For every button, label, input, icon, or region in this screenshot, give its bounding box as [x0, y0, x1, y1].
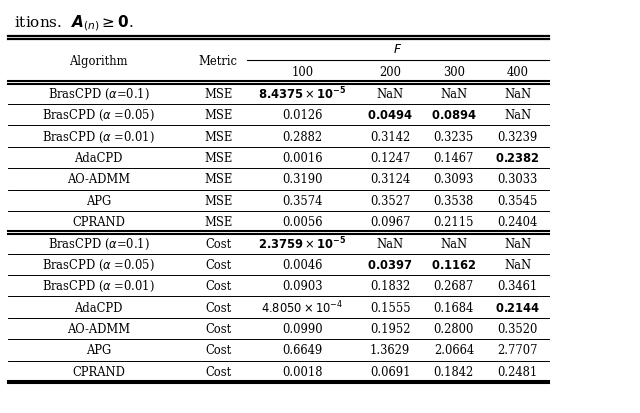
Text: $\mathbf{0.2144}$: $\mathbf{0.2144}$: [495, 301, 540, 314]
Text: 200: 200: [379, 66, 401, 78]
Text: 0.0056: 0.0056: [282, 216, 323, 228]
Text: Cost: Cost: [205, 258, 231, 271]
Text: NaN: NaN: [376, 237, 404, 250]
Text: 0.3093: 0.3093: [434, 173, 474, 186]
Text: MSE: MSE: [204, 88, 232, 101]
Text: 0.2481: 0.2481: [497, 365, 538, 378]
Text: BrasCPD ($\alpha$ =0.01): BrasCPD ($\alpha$ =0.01): [42, 129, 155, 144]
Text: 300: 300: [443, 66, 465, 78]
Text: 0.2687: 0.2687: [434, 280, 474, 292]
Text: MSE: MSE: [204, 173, 232, 186]
Text: NaN: NaN: [504, 109, 531, 122]
Text: Algorithm: Algorithm: [69, 55, 128, 67]
Text: AdaCPD: AdaCPD: [74, 301, 123, 314]
Text: Metric: Metric: [198, 55, 237, 67]
Text: NaN: NaN: [504, 237, 531, 250]
Text: 0.3142: 0.3142: [370, 130, 410, 143]
Text: $\mathbf{0.0397}$: $\mathbf{0.0397}$: [367, 258, 413, 271]
Text: MSE: MSE: [204, 152, 232, 164]
Text: MSE: MSE: [204, 194, 232, 207]
Text: 0.0967: 0.0967: [370, 216, 410, 228]
Text: Cost: Cost: [205, 237, 231, 250]
Text: CPRAND: CPRAND: [72, 365, 125, 378]
Text: $\mathbf{0.0894}$: $\mathbf{0.0894}$: [431, 109, 477, 122]
Text: 0.3033: 0.3033: [497, 173, 538, 186]
Text: APG: APG: [86, 194, 111, 207]
Text: $\it{F}$: $\it{F}$: [394, 43, 403, 56]
Text: AO-ADMM: AO-ADMM: [67, 173, 130, 186]
Text: 0.0990: 0.0990: [282, 322, 323, 335]
Text: NaN: NaN: [504, 258, 531, 271]
Text: BrasCPD ($\alpha$ =0.05): BrasCPD ($\alpha$ =0.05): [42, 257, 155, 272]
Text: BrasCPD ($\alpha$=0.1): BrasCPD ($\alpha$=0.1): [48, 236, 149, 251]
Text: 0.3124: 0.3124: [370, 173, 410, 186]
Text: APG: APG: [86, 344, 111, 356]
Text: 0.3239: 0.3239: [497, 130, 538, 143]
Text: 0.3520: 0.3520: [497, 322, 538, 335]
Text: 0.1555: 0.1555: [370, 301, 410, 314]
Text: 0.3461: 0.3461: [497, 280, 538, 292]
Text: AO-ADMM: AO-ADMM: [67, 322, 130, 335]
Text: 0.2115: 0.2115: [433, 216, 474, 228]
Text: Cost: Cost: [205, 322, 231, 335]
Text: 0.6649: 0.6649: [282, 344, 323, 356]
Text: BrasCPD ($\alpha$ =0.05): BrasCPD ($\alpha$ =0.05): [42, 108, 155, 123]
Text: 0.0691: 0.0691: [370, 365, 410, 378]
Text: 2.0664: 2.0664: [434, 344, 474, 356]
Text: 0.1467: 0.1467: [434, 152, 474, 164]
Text: 0.3538: 0.3538: [434, 194, 474, 207]
Text: $\mathbf{0.1162}$: $\mathbf{0.1162}$: [431, 258, 477, 271]
Text: 2.7707: 2.7707: [497, 344, 538, 356]
Text: NaN: NaN: [376, 88, 404, 101]
Text: AdaCPD: AdaCPD: [74, 152, 123, 164]
Text: MSE: MSE: [204, 130, 232, 143]
Text: Cost: Cost: [205, 301, 231, 314]
Text: NaN: NaN: [440, 237, 467, 250]
Text: 0.3235: 0.3235: [434, 130, 474, 143]
Text: 0.3190: 0.3190: [282, 173, 323, 186]
Text: $\mathbf{8.4375} \times \mathbf{10^{-5}}$: $\mathbf{8.4375} \times \mathbf{10^{-5}}…: [259, 86, 347, 102]
Text: 0.0046: 0.0046: [282, 258, 323, 271]
Text: CPRAND: CPRAND: [72, 216, 125, 228]
Text: 0.1952: 0.1952: [370, 322, 410, 335]
Text: MSE: MSE: [204, 109, 232, 122]
Text: 0.3527: 0.3527: [370, 194, 410, 207]
Text: 0.2800: 0.2800: [434, 322, 474, 335]
Text: 0.0018: 0.0018: [282, 365, 323, 378]
Text: BrasCPD ($\alpha$ =0.01): BrasCPD ($\alpha$ =0.01): [42, 278, 155, 294]
Text: 1.3629: 1.3629: [370, 344, 410, 356]
Text: $\mathbf{2.3759} \times \mathbf{10^{-5}}$: $\mathbf{2.3759} \times \mathbf{10^{-5}}…: [259, 235, 347, 252]
Text: 0.1842: 0.1842: [434, 365, 474, 378]
Text: 0.0126: 0.0126: [282, 109, 323, 122]
Text: 0.2404: 0.2404: [497, 216, 538, 228]
Text: Cost: Cost: [205, 344, 231, 356]
Text: Cost: Cost: [205, 280, 231, 292]
Text: 0.0016: 0.0016: [282, 152, 323, 164]
Text: 0.2882: 0.2882: [282, 130, 323, 143]
Text: itions.  $\boldsymbol{A}_{(n)} \geq \boldsymbol{0}$.: itions. $\boldsymbol{A}_{(n)} \geq \bold…: [14, 14, 134, 33]
Text: MSE: MSE: [204, 216, 232, 228]
Text: $4.8050 \times 10^{-4}$: $4.8050 \times 10^{-4}$: [261, 299, 344, 316]
Text: NaN: NaN: [440, 88, 467, 101]
Text: 0.1247: 0.1247: [370, 152, 410, 164]
Text: BrasCPD ($\alpha$=0.1): BrasCPD ($\alpha$=0.1): [48, 87, 149, 102]
Text: NaN: NaN: [504, 88, 531, 101]
Text: Cost: Cost: [205, 365, 231, 378]
Text: 0.0903: 0.0903: [282, 280, 323, 292]
Text: $\mathbf{0.0494}$: $\mathbf{0.0494}$: [367, 109, 413, 122]
Text: 0.1684: 0.1684: [434, 301, 474, 314]
Text: 100: 100: [291, 66, 314, 78]
Text: $\mathbf{0.2382}$: $\mathbf{0.2382}$: [495, 152, 540, 164]
Text: 0.3545: 0.3545: [497, 194, 538, 207]
Text: 0.3574: 0.3574: [282, 194, 323, 207]
Text: 400: 400: [506, 66, 529, 78]
Text: 0.1832: 0.1832: [370, 280, 410, 292]
